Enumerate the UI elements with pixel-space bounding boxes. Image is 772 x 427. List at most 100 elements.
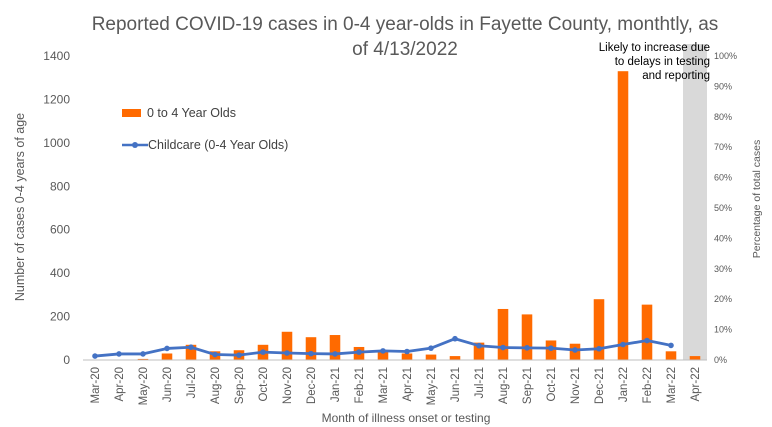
- x-tick-label: Feb-22: [642, 367, 654, 403]
- point-Sep-21: [524, 345, 530, 351]
- point-Nov-21: [572, 347, 578, 353]
- point-May-20: [140, 351, 146, 357]
- chart-title-line1: Reported COVID-19 cases in 0-4 year-olds…: [91, 14, 719, 35]
- point-Jun-21: [452, 335, 458, 342]
- x-tick-label: Jul-21: [474, 367, 486, 398]
- bar-May-20: [137, 358, 149, 360]
- point-Feb-22: [644, 337, 650, 344]
- bar-Mar-21: [377, 351, 389, 360]
- bar-Apr-21: [401, 353, 413, 360]
- x-tick-label: Jun-21: [450, 367, 462, 402]
- x-tick-label: Sep-21: [522, 367, 534, 404]
- x-axis-title: Month of illness onset or testing: [321, 411, 491, 425]
- x-tick-label: Jun-20: [162, 367, 174, 402]
- y2-tick-label: 0%: [714, 355, 727, 365]
- y-tick-label: 400: [50, 266, 70, 280]
- point-Mar-22: [668, 342, 674, 349]
- annotation-line2: to delays in testing: [614, 56, 710, 68]
- bar-Nov-20: [281, 331, 293, 360]
- point-Jan-21: [332, 351, 338, 357]
- x-tick-label: Mar-20: [90, 367, 102, 403]
- y-tick-label: 1000: [43, 136, 70, 150]
- point-Sep-20: [236, 352, 242, 358]
- annotation-line1: Likely to increase due: [598, 42, 710, 54]
- x-tick-label: Nov-20: [282, 367, 294, 404]
- y-tick-label: 1400: [43, 49, 70, 63]
- bar-Apr-22: [689, 356, 701, 360]
- point-Apr-20: [116, 351, 122, 357]
- y-tick-label: 200: [50, 310, 70, 324]
- x-tick-label: Aug-21: [498, 367, 510, 404]
- y-tick-label: 800: [50, 179, 70, 193]
- bar-Sep-21: [521, 314, 533, 360]
- annotation-line3: and reporting: [642, 70, 710, 82]
- legend-item-bars: 0 to 4 Year Olds: [122, 106, 236, 120]
- x-tick-label: Dec-21: [594, 367, 606, 404]
- y2-tick-label: 90%: [714, 81, 732, 91]
- y2-tick-label: 60%: [714, 173, 732, 183]
- x-tick-label: Jan-22: [618, 367, 630, 402]
- x-tick-label: Oct-20: [258, 367, 270, 402]
- point-May-21: [428, 345, 434, 351]
- y2-tick-label: 80%: [714, 112, 732, 122]
- point-Aug-21: [500, 344, 506, 351]
- bar-Feb-22: [641, 304, 653, 360]
- point-Oct-20: [260, 349, 266, 355]
- legend-bar-label: 0 to 4 Year Olds: [147, 106, 236, 120]
- chart-title-line2: of 4/13/2022: [352, 39, 458, 60]
- y2-axis-title: Percentage of total cases: [751, 139, 763, 259]
- legend-bar-swatch: [122, 109, 141, 117]
- annotation-note: Likely to increase due to delays in test…: [560, 41, 710, 83]
- bar-Jun-20: [161, 353, 173, 360]
- bar-May-21: [425, 354, 437, 360]
- point-Oct-21: [548, 345, 554, 351]
- point-Jul-21: [476, 342, 482, 349]
- bar-Jul-21: [473, 342, 485, 360]
- x-tick-label: May-20: [138, 367, 150, 405]
- y2-tick-label: 40%: [714, 233, 732, 243]
- x-tick-label: Jan-21: [330, 367, 342, 402]
- y2-tick-label: 50%: [714, 203, 732, 213]
- y2-tick-label: 30%: [714, 264, 732, 274]
- y-tick-label: 600: [50, 223, 70, 237]
- legend-item-line: Childcare (0-4 Year Olds): [122, 138, 288, 152]
- y-tick-label: 0: [63, 353, 70, 367]
- y2-tick-label: 20%: [714, 294, 732, 304]
- x-tick-label: Apr-21: [402, 367, 414, 402]
- bar-Jun-21: [449, 356, 461, 360]
- point-Dec-20: [308, 350, 314, 357]
- x-tick-label: Aug-20: [210, 367, 222, 404]
- bar-Aug-21: [497, 308, 509, 360]
- y-tick-label: 1200: [43, 92, 70, 106]
- point-Apr-21: [404, 348, 410, 355]
- x-tick-label: May-21: [426, 367, 438, 405]
- point-Nov-20: [284, 350, 290, 356]
- point-Feb-21: [356, 349, 362, 355]
- x-tick-label: Mar-22: [666, 367, 678, 403]
- x-tick-label: Mar-21: [378, 367, 390, 403]
- bar-Jan-21: [329, 335, 341, 360]
- x-tick-label: Apr-22: [690, 367, 702, 402]
- bar-Jul-20: [185, 344, 197, 360]
- legend-line-swatch: [122, 142, 148, 148]
- point-Aug-20: [212, 351, 218, 358]
- point-Jan-22: [620, 341, 626, 348]
- y2-tick-label: 10%: [714, 325, 732, 335]
- y-axis-title: Number of cases 0-4 years of age: [13, 112, 27, 302]
- x-tick-label: Sep-20: [234, 367, 246, 404]
- x-tick-label: Dec-20: [306, 367, 318, 404]
- shaded-incomplete-region: [683, 44, 707, 360]
- y2-tick-label: 70%: [714, 142, 732, 152]
- bar-Jan-22: [617, 71, 629, 360]
- x-tick-label: Jul-20: [186, 367, 198, 398]
- point-Dec-21: [596, 345, 602, 352]
- point-Jul-20: [188, 344, 194, 351]
- x-tick-label: Nov-21: [570, 367, 582, 404]
- legend-line-label: Childcare (0-4 Year Olds): [148, 138, 289, 152]
- x-tick-label: Apr-20: [114, 367, 126, 402]
- x-tick-label: Feb-21: [354, 367, 366, 403]
- point-Mar-21: [380, 348, 386, 354]
- bar-Mar-22: [665, 351, 677, 360]
- x-tick-label: Oct-21: [546, 367, 558, 402]
